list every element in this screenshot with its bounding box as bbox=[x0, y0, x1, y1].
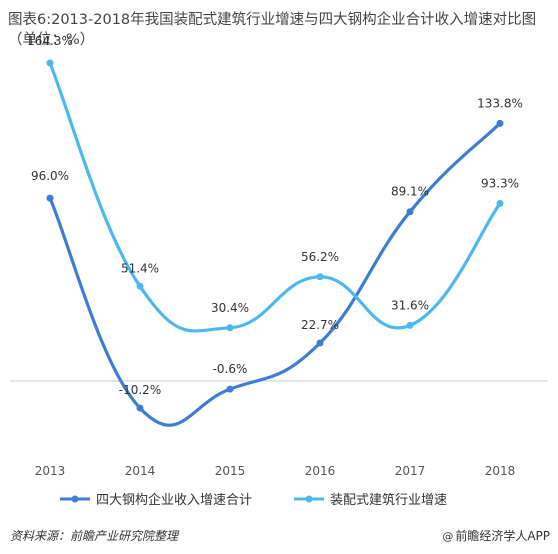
data-label: 51.4% bbox=[121, 261, 159, 275]
legend-label: 装配式建筑行业增速 bbox=[330, 492, 447, 508]
data-point bbox=[226, 385, 234, 393]
data-point bbox=[496, 119, 504, 127]
legend-label: 四大钢构企业收入增速合计 bbox=[96, 492, 252, 508]
chart-title: 图表6:2013-2018年我国装配式建筑行业增速与四大钢构企业合计收入增速对比… bbox=[8, 12, 537, 48]
data-label: 31.6% bbox=[391, 298, 429, 312]
x-tick-label: 2016 bbox=[305, 464, 336, 478]
legend-swatch-dot bbox=[71, 495, 79, 503]
data-point bbox=[136, 282, 144, 290]
x-tick-label: 2017 bbox=[395, 464, 426, 478]
x-tick-label: 2013 bbox=[35, 464, 66, 478]
series-line-2 bbox=[48, 61, 502, 333]
data-point bbox=[316, 339, 324, 347]
data-label: 22.7% bbox=[301, 318, 339, 332]
data-label: 164.3% bbox=[27, 34, 73, 48]
data-point bbox=[46, 194, 54, 202]
data-label: 30.4% bbox=[211, 301, 249, 315]
data-point bbox=[46, 59, 54, 67]
data-point bbox=[406, 321, 414, 329]
brand-at-icon: @ bbox=[442, 530, 454, 543]
x-tick-label: 2018 bbox=[485, 464, 516, 478]
data-label: 96.0% bbox=[31, 169, 69, 183]
series-line-1 bbox=[48, 121, 502, 427]
data-point bbox=[406, 208, 414, 216]
legend-swatch-dot bbox=[305, 495, 313, 503]
source-note: 资料来源：前瞻产业研究院整理 bbox=[10, 529, 179, 543]
data-point bbox=[136, 404, 144, 412]
data-point bbox=[226, 324, 234, 332]
data-label: 89.1% bbox=[391, 185, 429, 199]
x-tick-label: 2014 bbox=[125, 464, 156, 478]
data-label: -0.6% bbox=[213, 362, 248, 376]
data-point bbox=[496, 199, 504, 207]
brand-name: 前瞻经济学人APP bbox=[455, 529, 550, 543]
data-label: 133.8% bbox=[477, 96, 523, 110]
data-label: -10.2% bbox=[119, 383, 161, 397]
brand-footer: @ 前瞻经济学人APP bbox=[442, 527, 550, 544]
x-tick-label: 2015 bbox=[215, 464, 246, 478]
data-label: 93.3% bbox=[481, 176, 519, 190]
data-point bbox=[316, 273, 324, 281]
data-label: 56.2% bbox=[301, 250, 339, 264]
